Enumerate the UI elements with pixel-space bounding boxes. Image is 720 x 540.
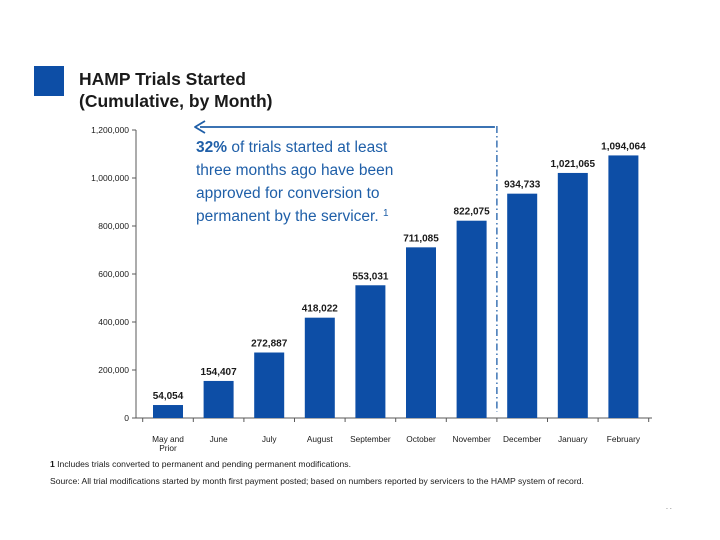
y-tick-label: 200,000 (98, 365, 129, 375)
y-tick-label: 1,000,000 (91, 173, 129, 183)
data-label: 54,054 (153, 391, 184, 402)
data-label: 934,733 (504, 180, 541, 191)
bar (608, 155, 639, 419)
data-label: 553,031 (352, 271, 389, 282)
footnote-1: 1 Includes trials converted to permanent… (50, 458, 351, 470)
x-tick-label: January (558, 434, 588, 444)
source-note: Source: All trial modifications started … (50, 476, 584, 486)
arrow-head (194, 120, 206, 134)
x-tick-label: November (452, 434, 491, 444)
chart-title-line-1: HAMP Trials Started (79, 69, 246, 89)
bar (304, 317, 335, 418)
y-tick-label: 0 (124, 413, 129, 423)
chart-title-line-2: (Cumulative, by Month) (79, 91, 273, 111)
x-tick-label: December (503, 434, 542, 444)
annotation-text: three months ago have been (196, 162, 393, 179)
annotation-footnote-ref: 1 (383, 208, 389, 219)
y-tick-label: 600,000 (98, 269, 129, 279)
data-label: 418,022 (302, 304, 339, 315)
bar (153, 405, 183, 418)
annotation-line: three months ago have been (196, 162, 393, 179)
bar (254, 352, 285, 418)
y-tick-label: 800,000 (98, 221, 129, 231)
bar (355, 285, 386, 418)
bar (406, 247, 436, 418)
annotation-text: permanent by the servicer. (196, 208, 383, 225)
x-tick-label: July (262, 434, 278, 444)
data-label: 711,085 (403, 233, 439, 244)
bar (203, 380, 234, 418)
bar (557, 172, 588, 418)
bar (507, 193, 538, 418)
bar (456, 220, 487, 418)
x-tick-label: Prior (159, 443, 177, 453)
page-mark: . . (666, 504, 672, 511)
annotation-line: 32% of trials started at least (196, 139, 388, 156)
x-tick-label: August (307, 434, 334, 444)
footnote-1-text: Includes trials converted to permanent a… (54, 459, 351, 469)
y-tick-label: 400,000 (98, 317, 129, 327)
title-marker (34, 66, 64, 96)
x-tick-label: October (406, 434, 436, 444)
data-label: 1,094,064 (601, 141, 646, 152)
annotation-highlight: 32% (196, 139, 227, 156)
data-label: 822,075 (454, 207, 491, 218)
x-tick-label: February (607, 434, 641, 444)
annotation-line: permanent by the servicer. 1 (196, 208, 389, 225)
annotation-text: of trials started at least (227, 139, 388, 156)
annotation-text: approved for conversion to (196, 185, 380, 202)
data-label: 154,407 (201, 367, 238, 378)
data-label: 272,887 (251, 339, 288, 350)
chart-title: HAMP Trials Started (Cumulative, by Mont… (79, 68, 272, 112)
data-label: 1,021,065 (551, 159, 596, 170)
annotation-line: approved for conversion to (196, 185, 380, 202)
x-tick-label: September (350, 434, 391, 444)
y-tick-label: 1,200,000 (91, 125, 129, 135)
x-tick-label: June (210, 434, 228, 444)
x-tick-label: May and (152, 434, 184, 444)
footnote-marker: 1 (50, 459, 55, 469)
